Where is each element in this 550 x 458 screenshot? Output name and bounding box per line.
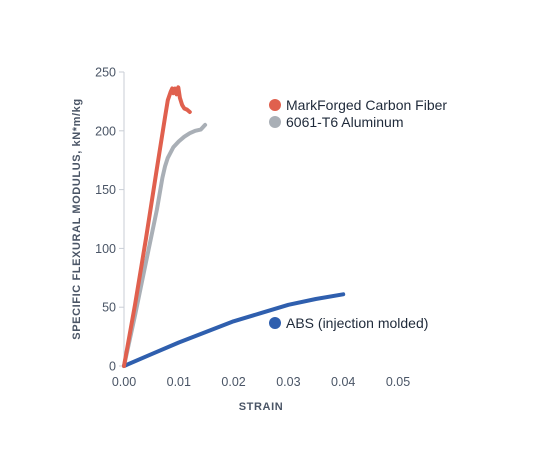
y-tick-label: 100 <box>95 242 116 256</box>
series-line-carbon-fiber <box>122 85 192 368</box>
x-axis-label: STRAIN <box>239 401 284 413</box>
abs-annotation-label: ABS (injection molded) <box>286 315 428 331</box>
y-tick-label: 250 <box>95 66 116 80</box>
series-line-abs <box>122 292 346 368</box>
x-tick-label: 0.05 <box>386 375 410 389</box>
x-axis-ticks: 0.00 0.01 0.02 0.03 0.04 0.05 <box>112 375 410 389</box>
legend: MarkForged Carbon Fiber 6061-T6 Aluminum <box>269 97 447 130</box>
y-tick-label: 150 <box>95 183 116 197</box>
legend-item-carbon-fiber: MarkForged Carbon Fiber <box>269 97 447 113</box>
x-tick-label: 0.00 <box>112 375 136 389</box>
abs-annotation-marker <box>269 317 281 329</box>
y-axis-label: SPECIFIC FLEXURAL MODULUS, kN*m/kg <box>71 98 83 339</box>
x-tick-label: 0.01 <box>167 375 191 389</box>
series-line-aluminum <box>122 122 208 368</box>
y-axis-ticks: 0 50 100 150 200 250 <box>95 66 124 374</box>
y-tick-label: 200 <box>95 124 116 138</box>
legend-marker-aluminum <box>269 116 281 128</box>
y-tick-label: 0 <box>109 360 116 374</box>
x-tick-label: 0.02 <box>221 375 245 389</box>
legend-item-aluminum: 6061-T6 Aluminum <box>269 114 404 130</box>
legend-label-carbon-fiber: MarkForged Carbon Fiber <box>286 97 447 113</box>
legend-marker-carbon-fiber <box>269 99 281 111</box>
abs-annotation: ABS (injection molded) <box>269 315 428 331</box>
x-tick-label: 0.04 <box>331 375 355 389</box>
series-layer <box>122 85 346 368</box>
x-tick-label: 0.03 <box>276 375 300 389</box>
y-tick-label: 50 <box>102 301 116 315</box>
legend-label-aluminum: 6061-T6 Aluminum <box>286 114 404 130</box>
